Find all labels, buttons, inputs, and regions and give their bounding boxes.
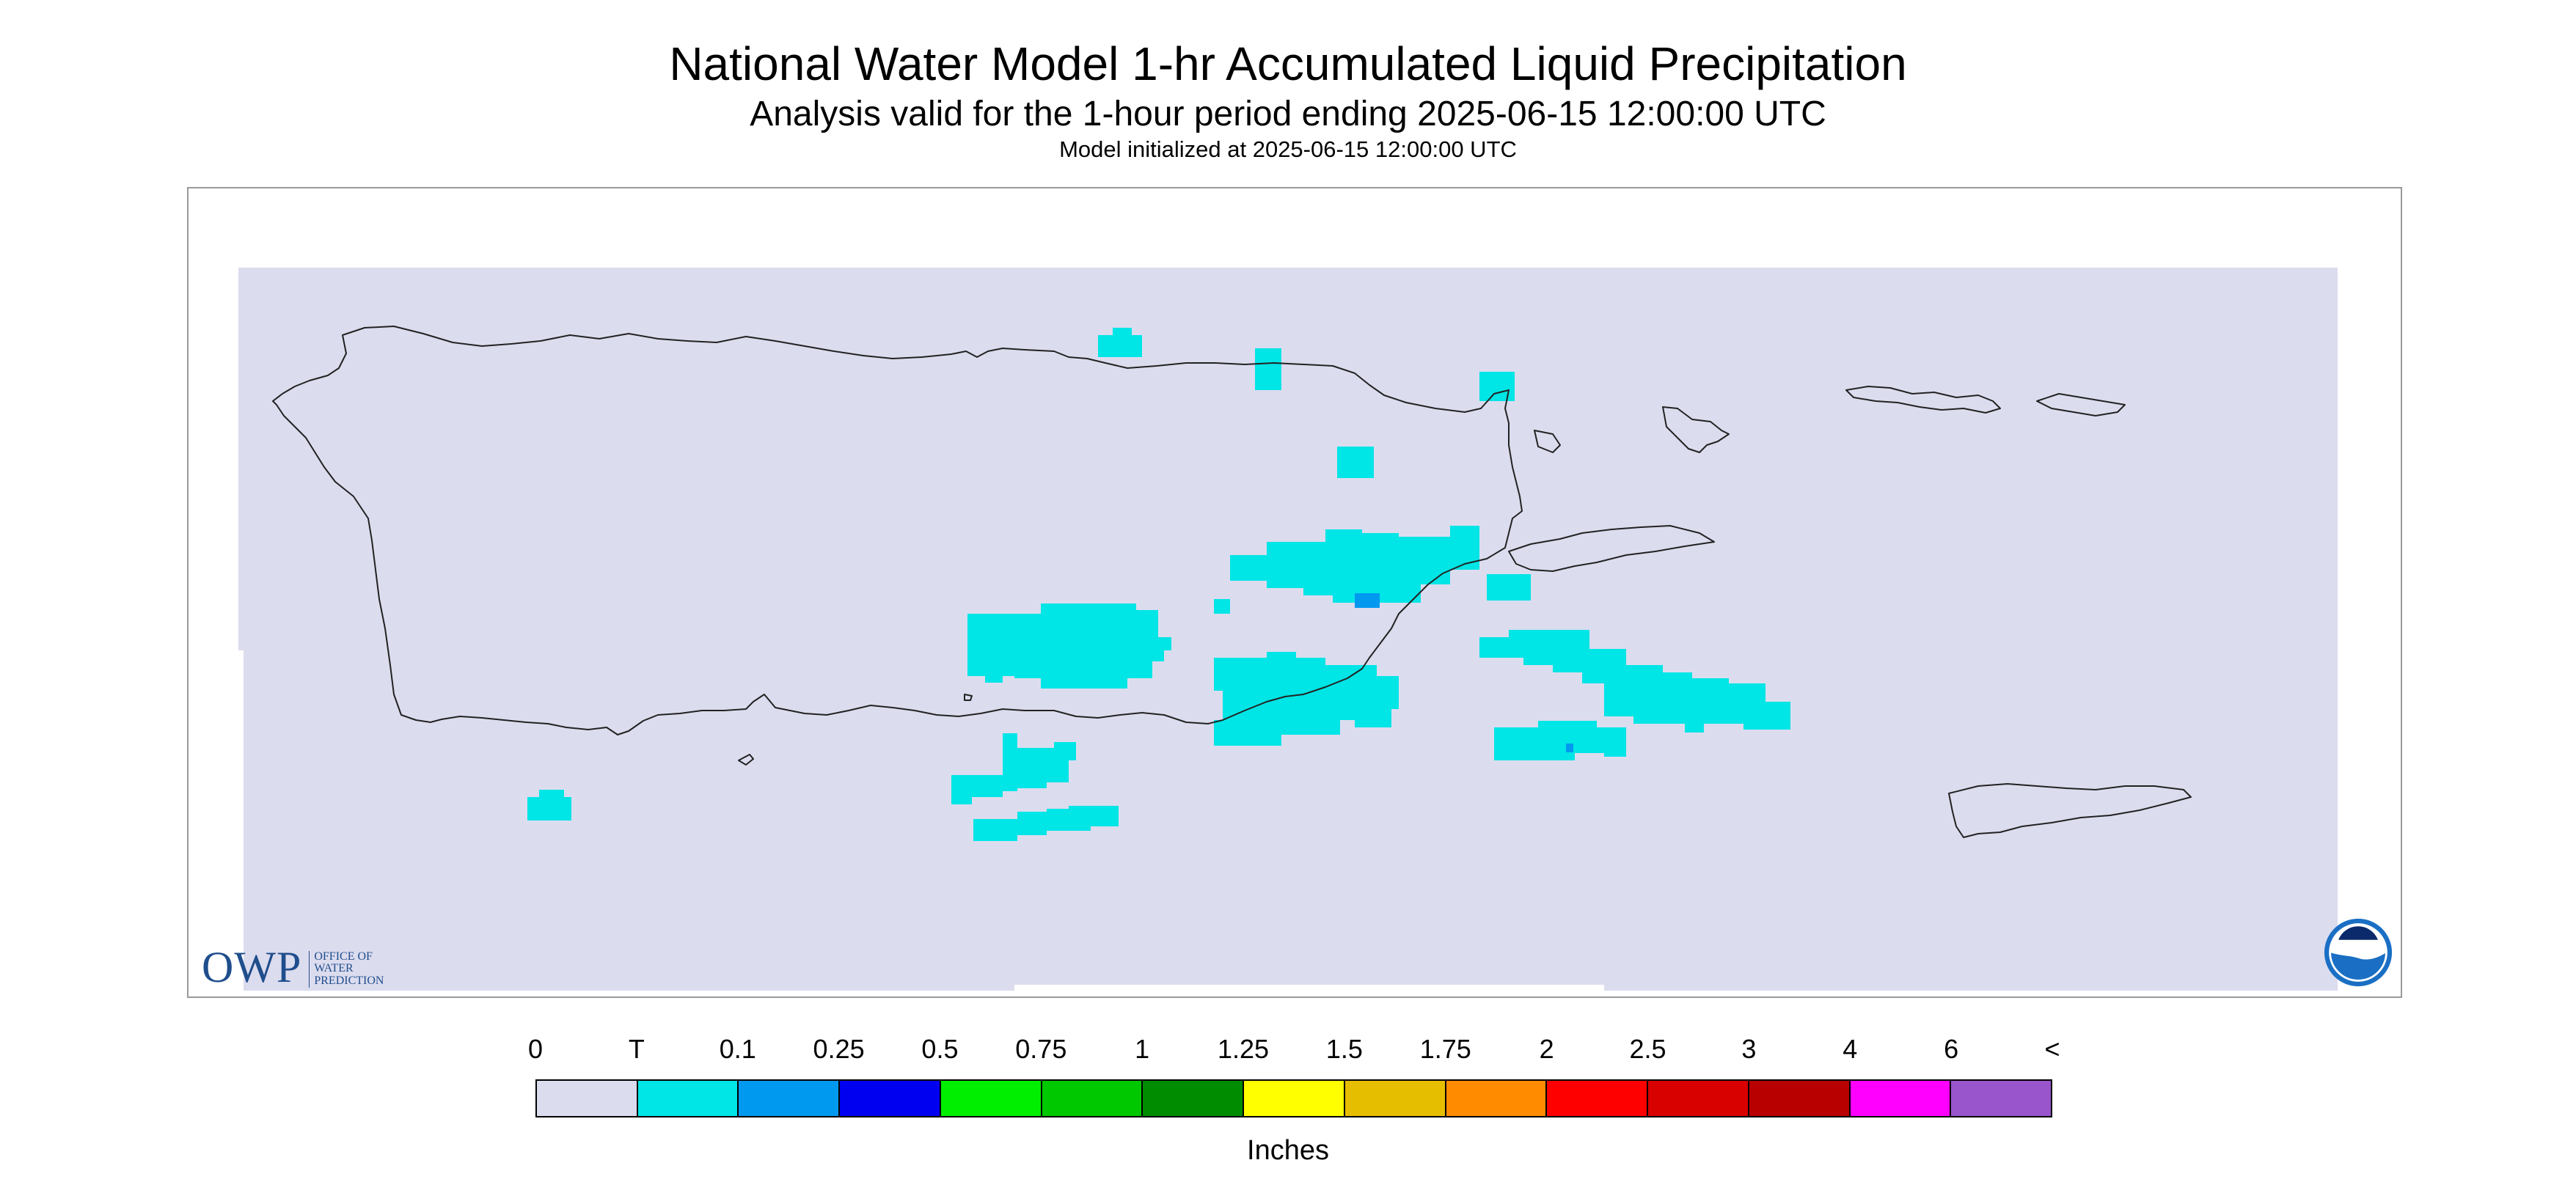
legend-swatch-3 (840, 1081, 941, 1116)
owp-logo-letters: OWP (202, 943, 302, 991)
legend-tick-8: 1.5 (1325, 1034, 1363, 1064)
coastline-puerto-rico (272, 326, 1523, 735)
owp-logo: OWP OFFICE OF WATER PREDICTION (202, 945, 384, 989)
legend-tick-10: 2 (1539, 1034, 1554, 1064)
precip-trace-areas (527, 328, 1790, 841)
precip-cell-southwest (527, 790, 571, 821)
legend-swatch-4 (940, 1081, 1042, 1116)
legend-tick-13: 4 (1843, 1034, 1858, 1064)
precipitation-map: OWP OFFICE OF WATER PREDICTION NOAA (187, 187, 2402, 998)
coastline-virgin-gorda (2036, 393, 2126, 416)
coastline-st-john (1845, 386, 2001, 414)
legend-swatch-9 (1446, 1081, 1548, 1116)
legend-swatch-12 (1749, 1081, 1851, 1116)
precip-cell-vieques-south (1494, 721, 1626, 760)
precip-cell-central-east (1230, 526, 1479, 603)
precip-light-areas (1355, 593, 1573, 752)
legend-colorbar (535, 1079, 2052, 1117)
legend-swatch-14 (1951, 1081, 2052, 1116)
precip-cell-0.1-1 (1355, 593, 1380, 608)
coastline-desecheo (964, 694, 973, 701)
legend-tick-0: 0 (527, 1034, 544, 1064)
legend-tick-3: 0.25 (813, 1034, 865, 1064)
owp-logo-line-3: PREDICTION (314, 974, 384, 988)
legend-tick-7: 1.25 (1218, 1034, 1270, 1064)
legend-swatch-8 (1344, 1081, 1446, 1116)
legend-tick-4: 0.5 (921, 1034, 959, 1064)
precip-cell-north-coast-1 (1098, 328, 1142, 357)
precip-cell-small-1 (1214, 599, 1230, 614)
coastline-mona-islet (738, 754, 754, 766)
noaa-logo-text: NOAA (2346, 941, 2371, 950)
precip-cell-northeast (1479, 372, 1515, 401)
legend-swatch-5 (1042, 1081, 1144, 1116)
legend-tick-5: 0.75 (1015, 1034, 1067, 1064)
precip-cell-0.1-2 (1566, 744, 1573, 752)
precip-cell-south-1 (951, 733, 1076, 804)
legend-tick-9: 1.75 (1419, 1034, 1471, 1064)
legend-tick-1: T (628, 1034, 645, 1064)
legend-swatch-13 (1850, 1081, 1952, 1116)
coastline-st-thomas (1662, 406, 1730, 453)
legend-tick-15: < (2044, 1034, 2060, 1064)
legend-units-label: Inches (1247, 1135, 1329, 1166)
legend-swatch-6 (1143, 1081, 1245, 1116)
coastline-culebra (1534, 430, 1561, 453)
map-subtitle: Analysis valid for the 1-hour period end… (750, 95, 1826, 133)
precip-cell-vieques (1479, 630, 1790, 733)
model-domain (238, 268, 2338, 991)
coastline-st-croix (1948, 783, 2192, 838)
legend-swatch-7 (1244, 1081, 1345, 1116)
precip-cell-central-north (1337, 447, 1374, 478)
legend-tick-14: 6 (1944, 1034, 1959, 1064)
coastline-vieques (1508, 525, 1715, 572)
map-title: National Water Model 1-hr Accumulated Li… (669, 37, 1907, 90)
owp-logo-line-1: OFFICE OF (314, 950, 373, 963)
owp-logo-text: OFFICE OF WATER PREDICTION (309, 950, 384, 988)
precip-cell-north-coast-2 (1255, 348, 1281, 390)
legend-tick-11: 2.5 (1629, 1034, 1666, 1064)
noaa-logo: NOAA (2324, 918, 2393, 987)
legend-swatch-1 (637, 1081, 739, 1116)
legend-swatch-10 (1547, 1081, 1649, 1116)
precip-cell-south-2 (973, 806, 1119, 841)
precip-cell-central-west (967, 603, 1171, 689)
legend-swatch-11 (1648, 1081, 1749, 1116)
coastlines (272, 326, 2192, 838)
legend-tick-12: 3 (1741, 1034, 1757, 1064)
legend-tick-2: 0.1 (719, 1034, 756, 1064)
map-canvas (238, 268, 2338, 991)
legend-tick-6: 1 (1135, 1034, 1150, 1064)
precip-cell-east-coast-offshore (1487, 574, 1531, 601)
model-init-time: Model initialized at 2025-06-15 12:00:00… (1059, 136, 1517, 162)
legend-swatch-2 (739, 1081, 841, 1116)
legend-swatch-0 (537, 1081, 638, 1116)
owp-logo-line-2: WATER (314, 962, 354, 975)
